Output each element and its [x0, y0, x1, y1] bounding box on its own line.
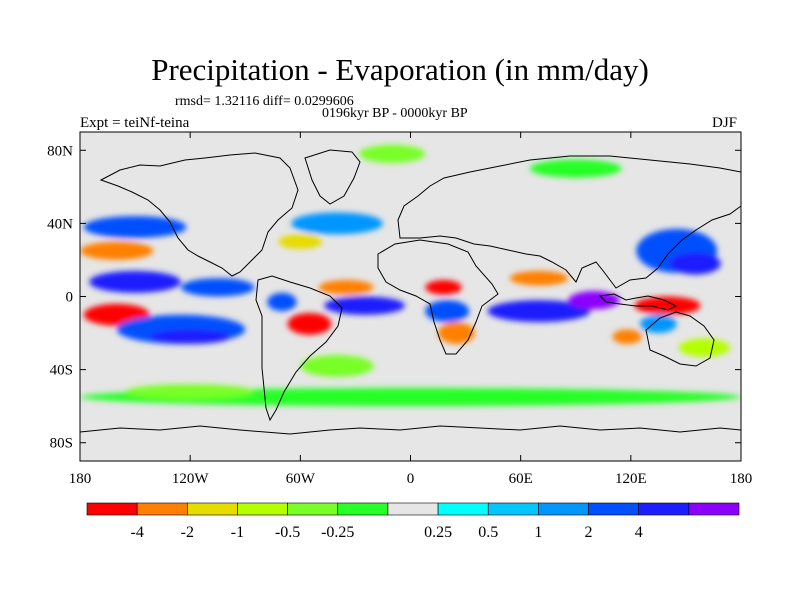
x-tick-label: 180 — [730, 471, 753, 487]
field-region-nw-australia-dry — [612, 329, 642, 345]
x-tick-label: 0 — [407, 471, 415, 487]
y-tick-label: 40N — [47, 216, 73, 232]
colorbar-swatch — [588, 502, 639, 516]
field-region-north-atlantic-dry — [278, 234, 323, 249]
colorbar-swatch — [437, 502, 489, 516]
colorbar-swatch — [136, 502, 188, 516]
colorbar-swatch — [538, 502, 589, 516]
field-region-southern-ocean-pacific — [125, 384, 255, 399]
australia-coast — [645, 311, 715, 367]
x-tick-label: 120W — [172, 471, 210, 487]
colorbar-label: 0.5 — [478, 524, 498, 541]
colorbar-swatch — [688, 502, 740, 516]
colorbar-swatch — [638, 502, 690, 516]
field-region-south-atlantic-wet — [300, 354, 374, 377]
colorbar-label: 4 — [635, 524, 643, 541]
north-america-coast — [99, 152, 299, 277]
field-region-australia-wet — [640, 314, 677, 334]
colorbar-label: -0.5 — [275, 524, 300, 541]
field-region-atlantic-dry — [318, 280, 374, 295]
field-region-tasman-dry — [678, 338, 730, 357]
field-region-siberia-wet — [529, 159, 622, 178]
colorbar-label: -2 — [181, 524, 194, 541]
colorbar-label: -4 — [130, 524, 143, 541]
season-label: DJF — [712, 115, 738, 131]
x-tick-label: 180 — [69, 471, 92, 487]
chart-title: Precipitation - Evaporation (in mm/day) — [151, 52, 649, 87]
colorbar-swatch — [187, 502, 238, 516]
field-region-west-pacific-core — [669, 252, 721, 275]
map-background — [80, 132, 741, 461]
colorbar-label: 1 — [534, 524, 542, 541]
eurasia-coast — [397, 155, 741, 289]
field-region-amazon-dry — [287, 312, 332, 335]
colorbar-label: -0.25 — [321, 524, 354, 541]
field-layer — [80, 144, 741, 407]
y-tick-label: 80N — [47, 143, 73, 159]
colorbar-swatch — [237, 502, 288, 516]
colorbar-swatch — [86, 502, 138, 516]
field-region-indian-ocean-wet — [487, 300, 591, 323]
colorbar-swatch — [287, 502, 339, 516]
x-tick-label: 60W — [286, 471, 316, 487]
period-line: 0196kyr BP - 0000kyr BP — [322, 106, 468, 121]
field-region-pacific-spcz-core — [149, 329, 231, 345]
colorbar: -4 -2 -1 -0.5 -0.25 0.25 0.5 1 2 4 — [86, 502, 740, 541]
greenland-coast — [304, 149, 361, 205]
y-tick-label: 0 — [66, 290, 74, 306]
field-region-pacific-itcz-north-east — [180, 278, 255, 297]
colorbar-label: 0.25 — [424, 524, 452, 541]
experiment-label: Expt = teiNf-teina — [80, 115, 190, 131]
south-america-coast — [255, 275, 343, 422]
stats-line: rmsd= 1.32116 diff= 0.0299606 — [175, 94, 354, 109]
field-region-amazon-wet — [267, 292, 297, 312]
field-region-north-pacific-dry — [80, 241, 154, 260]
field-region-africa-wet — [425, 300, 470, 323]
axis-ticks: 180 120W 60W 0 60E 120E 180 80N 40N 0 40S 80S — [47, 132, 752, 487]
colorbar-swatch — [487, 502, 539, 516]
colorbar-label: -1 — [231, 524, 244, 541]
antarctica-coast — [80, 425, 741, 435]
colorbar-label: 2 — [585, 524, 593, 541]
field-region-arctic-wet — [359, 144, 426, 164]
y-tick-label: 80S — [50, 436, 73, 452]
coastlines — [80, 149, 741, 435]
y-tick-label: 40S — [50, 363, 73, 379]
field-region-north-indian-dry — [509, 270, 569, 286]
colorbar-swatch — [387, 502, 439, 516]
africa-coast — [377, 239, 499, 355]
field-region-africa-dry — [438, 322, 475, 345]
x-tick-label: 60E — [509, 471, 533, 487]
field-region-north-atlantic-wet — [291, 212, 383, 235]
colorbar-swatch — [337, 502, 389, 516]
x-tick-label: 120E — [615, 471, 647, 487]
field-region-indian-ocean-wet-east — [568, 291, 620, 310]
field-region-north-pacific-wet — [83, 216, 187, 239]
field-region-pacific-itcz-north — [89, 270, 181, 293]
field-region-africa-dry-north — [425, 280, 462, 295]
maritime-continent-coast — [598, 293, 678, 311]
field-region-atlantic-wet — [324, 296, 405, 315]
field-region-maritime-dry — [634, 296, 701, 315]
